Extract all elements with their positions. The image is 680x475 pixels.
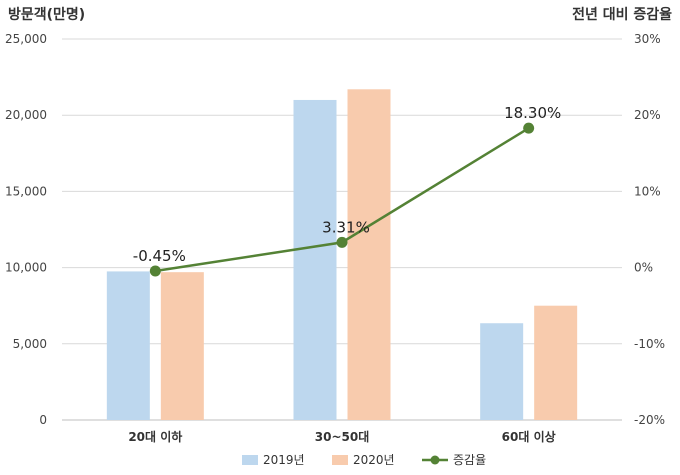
legend-marker: [430, 455, 440, 465]
left-axis-ticks: 0 5,000 10,000 15,000 20,000 25,000: [5, 32, 47, 427]
bar: [293, 99, 337, 421]
bar: [160, 272, 204, 420]
legend-swatch: [242, 455, 258, 465]
left-tick-label: 5,000: [13, 337, 47, 351]
growth-line: -0.45% 3.31% 18.30%: [133, 104, 561, 277]
line-point: [523, 122, 535, 134]
bars: [106, 89, 578, 421]
left-tick-label: 15,000: [5, 184, 47, 198]
category-label: 60대 이상: [502, 429, 556, 444]
series-line: [155, 127, 530, 273]
line-point: [149, 265, 161, 277]
bar: [534, 305, 578, 420]
legend: 2019년 2020년 증감율: [242, 453, 486, 467]
line-point: [336, 236, 348, 248]
bar: [480, 323, 524, 420]
category-label: 30~50대: [315, 430, 370, 444]
right-tick-label: 10%: [634, 184, 661, 198]
right-tick-label: -20%: [634, 413, 665, 427]
left-axis-title: 방문객(만명): [8, 6, 85, 23]
right-tick-label: -10%: [634, 337, 665, 351]
data-label: 18.30%: [504, 104, 561, 122]
right-axis-title: 전년 대비 증감율: [572, 6, 672, 23]
left-tick-label: 20,000: [5, 108, 47, 122]
legend-swatch: [332, 455, 348, 465]
right-tick-label: 30%: [634, 32, 661, 46]
legend-label: 2019년: [263, 453, 305, 467]
left-tick-label: 0: [39, 413, 47, 427]
data-label: 3.31%: [322, 218, 370, 236]
right-tick-label: 0%: [634, 261, 653, 275]
bar: [347, 89, 391, 421]
data-label: -0.45%: [133, 247, 186, 265]
bar: [106, 271, 150, 420]
legend-label: 증감율: [453, 453, 486, 467]
category-label: 20대 이하: [128, 429, 182, 444]
left-tick-label: 10,000: [5, 261, 47, 275]
legend-label: 2020년: [353, 453, 395, 467]
right-tick-label: 20%: [634, 108, 661, 122]
left-tick-label: 25,000: [5, 32, 47, 46]
right-axis-ticks: -20% -10% 0% 10% 20% 30%: [634, 32, 665, 427]
category-labels: 20대 이하 30~50대 60대 이상: [128, 429, 555, 444]
